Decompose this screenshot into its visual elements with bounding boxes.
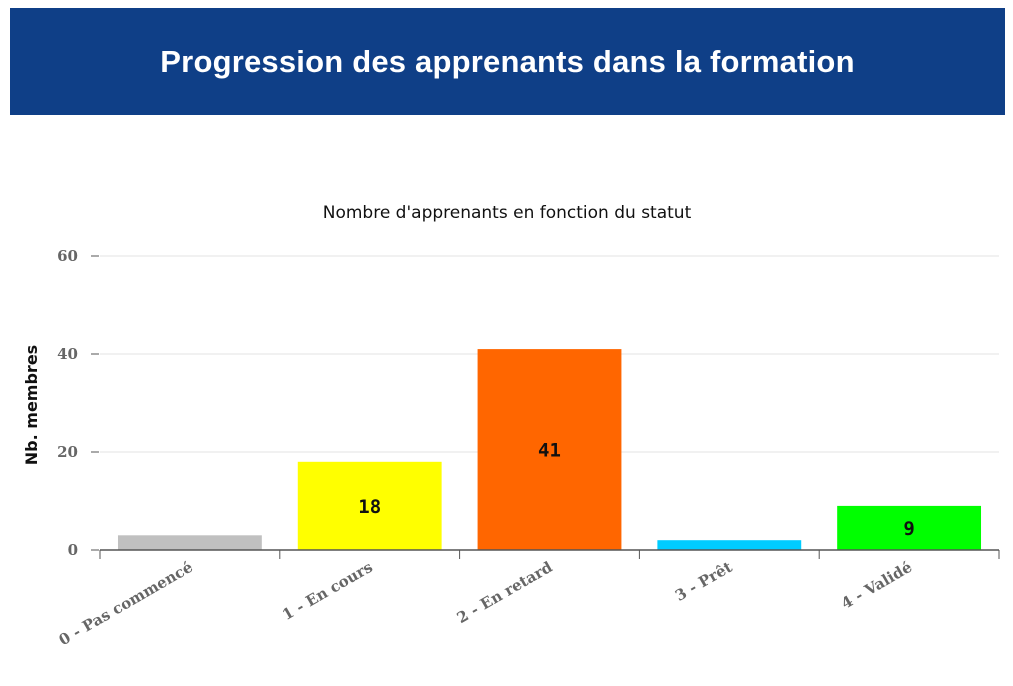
y-axis-label: Nb. membres	[22, 345, 41, 465]
bar	[117, 535, 262, 550]
x-tick-label: 3 - Prêt	[672, 558, 735, 605]
x-tick-label: 2 - En retard	[454, 558, 556, 627]
y-tick-label: 60	[57, 247, 78, 265]
x-tick-label: 0 - Pas commencé	[56, 558, 196, 649]
y-tick-label: 0	[68, 541, 78, 559]
bar	[297, 461, 442, 550]
bars	[117, 349, 982, 550]
x-tick-label: 4 - Validé	[838, 558, 915, 613]
bar	[837, 505, 982, 550]
y-tick-label: 20	[57, 443, 78, 461]
data-label: 9	[903, 518, 914, 540]
chart-title: Nombre d'apprenants en fonction du statu…	[323, 203, 692, 223]
data-labels: 18 41 9	[358, 440, 915, 540]
data-label: 41	[538, 440, 561, 462]
header-banner: Progression des apprenants dans la forma…	[10, 8, 1005, 115]
page-title: Progression des apprenants dans la forma…	[160, 43, 855, 79]
bar	[657, 540, 802, 550]
bar	[477, 349, 622, 550]
y-tick-label: 40	[57, 345, 78, 363]
x-tick-label: 1 - En cours	[279, 558, 376, 624]
x-axis-ticks: 0 - Pas commencé 1 - En cours 2 - En retar…	[56, 550, 1000, 649]
y-axis-ticks: 0 20 40 60	[57, 247, 99, 559]
data-label: 18	[358, 496, 381, 518]
